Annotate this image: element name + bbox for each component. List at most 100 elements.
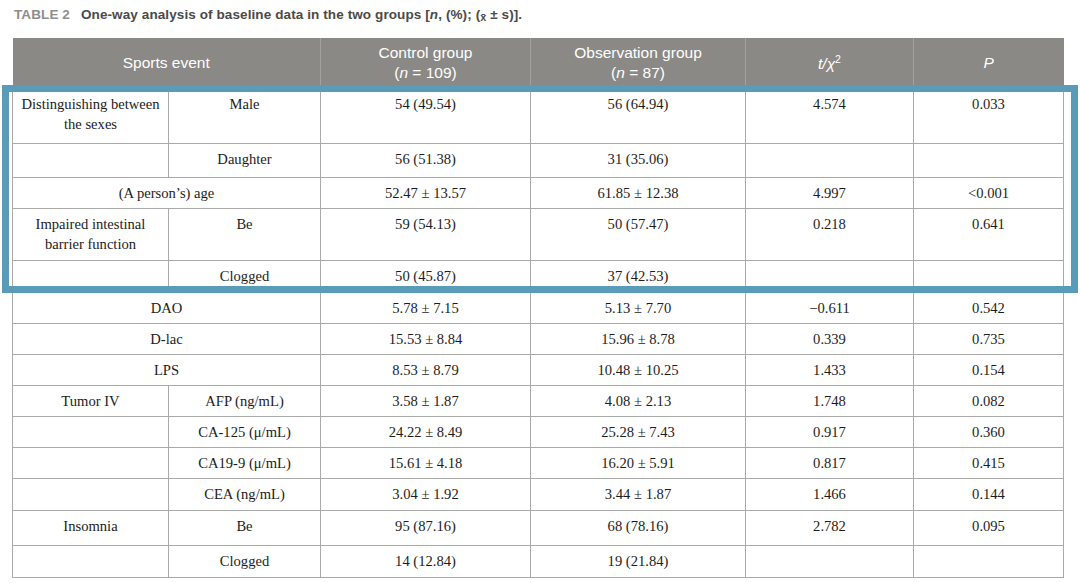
- cell-observation: 16.20 ± 5.91: [531, 448, 746, 479]
- cell-sub: AFP (ng/mL): [169, 386, 321, 417]
- cell-group: [13, 546, 169, 578]
- cell-p: 0.082: [914, 386, 1064, 417]
- cell-observation: 15.96 ± 8.78: [531, 324, 746, 355]
- table-row: CA-125 (μ/mL) 24.22 ± 8.49 25.28 ± 7.43 …: [13, 417, 1064, 448]
- cell-control: 95 (87.16): [321, 511, 531, 546]
- table-row: Distinguishing between the sexes Male 54…: [13, 89, 1064, 144]
- cell-label: D-lac: [13, 324, 321, 355]
- cell-control: 3.58 ± 1.87: [321, 386, 531, 417]
- cell-sub: CA19-9 (μ/mL): [169, 448, 321, 479]
- cell-control: 54 (49.54): [321, 89, 531, 144]
- cell-p: [914, 144, 1064, 178]
- header-control-group: Control group(n = 109): [321, 38, 531, 89]
- cell-t: 0.817: [746, 448, 914, 479]
- cell-group: [13, 261, 169, 293]
- header-sports-event: Sports event: [13, 38, 321, 89]
- cell-observation: 50 (57.47): [531, 209, 746, 261]
- table-number: TABLE 2: [14, 7, 70, 22]
- cell-sub: Male: [169, 89, 321, 144]
- cell-sub: Clogged: [169, 546, 321, 578]
- cell-observation: 37 (42.53): [531, 261, 746, 293]
- cell-t: 0.339: [746, 324, 914, 355]
- cell-observation: 31 (35.06): [531, 144, 746, 178]
- cell-p: 0.735: [914, 324, 1064, 355]
- table-row: LPS 8.53 ± 8.79 10.48 ± 10.25 1.433 0.15…: [13, 355, 1064, 386]
- cell-group: Impaired intestinal barrier function: [13, 209, 169, 261]
- cell-p: [914, 546, 1064, 578]
- table-row: DAO 5.78 ± 7.15 5.13 ± 7.70 −0.611 0.542: [13, 293, 1064, 324]
- cell-observation: 56 (64.94): [531, 89, 746, 144]
- cell-sub: Daughter: [169, 144, 321, 178]
- cell-control: 8.53 ± 8.79: [321, 355, 531, 386]
- cell-control: 3.04 ± 1.92: [321, 479, 531, 511]
- header-row: Sports event Control group(n = 109) Obse…: [13, 38, 1064, 89]
- table-caption: TABLE 2 One-way analysis of baseline data…: [14, 7, 522, 22]
- cell-group: Tumor IV: [13, 386, 169, 417]
- cell-sub: Be: [169, 209, 321, 261]
- cell-observation: 25.28 ± 7.43: [531, 417, 746, 448]
- table-row: CA19-9 (μ/mL) 15.61 ± 4.18 16.20 ± 5.91 …: [13, 448, 1064, 479]
- cell-p: 0.360: [914, 417, 1064, 448]
- cell-group: Insomnia: [13, 511, 169, 546]
- header-p-value: P: [914, 38, 1064, 89]
- table-row: Impaired intestinal barrier function Be …: [13, 209, 1064, 261]
- cell-observation: 5.13 ± 7.70: [531, 293, 746, 324]
- cell-t: −0.611: [746, 293, 914, 324]
- cell-control: 5.78 ± 7.15: [321, 293, 531, 324]
- cell-t: [746, 546, 914, 578]
- cell-p: 0.095: [914, 511, 1064, 546]
- cell-control: 56 (51.38): [321, 144, 531, 178]
- table-row: CEA (ng/mL) 3.04 ± 1.92 3.44 ± 1.87 1.46…: [13, 479, 1064, 511]
- cell-observation: 68 (78.16): [531, 511, 746, 546]
- table-row: (A person’s) age 52.47 ± 13.57 61.85 ± 1…: [13, 178, 1064, 209]
- cell-p: 0.144: [914, 479, 1064, 511]
- cell-t: 1.433: [746, 355, 914, 386]
- cell-group: Distinguishing between the sexes: [13, 89, 169, 144]
- cell-observation: 19 (21.84): [531, 546, 746, 578]
- table-row: Daughter 56 (51.38) 31 (35.06): [13, 144, 1064, 178]
- table-title: One-way analysis of baseline data in the…: [81, 7, 522, 22]
- cell-control: 50 (45.87): [321, 261, 531, 293]
- cell-t: 1.748: [746, 386, 914, 417]
- table-row: Clogged 14 (12.84) 19 (21.84): [13, 546, 1064, 578]
- cell-t: [746, 261, 914, 293]
- cell-control: 15.61 ± 4.18: [321, 448, 531, 479]
- cell-p: 0.641: [914, 209, 1064, 261]
- table-row: Clogged 50 (45.87) 37 (42.53): [13, 261, 1064, 293]
- cell-t: [746, 144, 914, 178]
- cell-label: (A person’s) age: [13, 178, 321, 209]
- header-t-chi-squared: t/χ2: [746, 38, 914, 89]
- table-row: Insomnia Be 95 (87.16) 68 (78.16) 2.782 …: [13, 511, 1064, 546]
- cell-observation: 4.08 ± 2.13: [531, 386, 746, 417]
- baseline-data-table: Sports event Control group(n = 109) Obse…: [12, 38, 1064, 578]
- cell-observation: 10.48 ± 10.25: [531, 355, 746, 386]
- cell-t: 4.997: [746, 178, 914, 209]
- cell-p: <0.001: [914, 178, 1064, 209]
- cell-control: 14 (12.84): [321, 546, 531, 578]
- cell-group: [13, 417, 169, 448]
- cell-t: 2.782: [746, 511, 914, 546]
- cell-sub: Clogged: [169, 261, 321, 293]
- cell-sub: CA-125 (μ/mL): [169, 417, 321, 448]
- cell-observation: 3.44 ± 1.87: [531, 479, 746, 511]
- cell-group: [13, 448, 169, 479]
- cell-t: 1.466: [746, 479, 914, 511]
- cell-control: 15.53 ± 8.84: [321, 324, 531, 355]
- cell-control: 24.22 ± 8.49: [321, 417, 531, 448]
- cell-group: [13, 144, 169, 178]
- cell-control: 59 (54.13): [321, 209, 531, 261]
- cell-observation: 61.85 ± 12.38: [531, 178, 746, 209]
- cell-sub: CEA (ng/mL): [169, 479, 321, 511]
- cell-control: 52.47 ± 13.57: [321, 178, 531, 209]
- cell-p: 0.542: [914, 293, 1064, 324]
- cell-p: [914, 261, 1064, 293]
- header-observation-group: Observation group(n = 87): [531, 38, 746, 89]
- cell-t: 0.917: [746, 417, 914, 448]
- cell-p: 0.033: [914, 89, 1064, 144]
- cell-p: 0.415: [914, 448, 1064, 479]
- cell-label: DAO: [13, 293, 321, 324]
- cell-sub: Be: [169, 511, 321, 546]
- cell-t: 0.218: [746, 209, 914, 261]
- table-row: Tumor IV AFP (ng/mL) 3.58 ± 1.87 4.08 ± …: [13, 386, 1064, 417]
- cell-label: LPS: [13, 355, 321, 386]
